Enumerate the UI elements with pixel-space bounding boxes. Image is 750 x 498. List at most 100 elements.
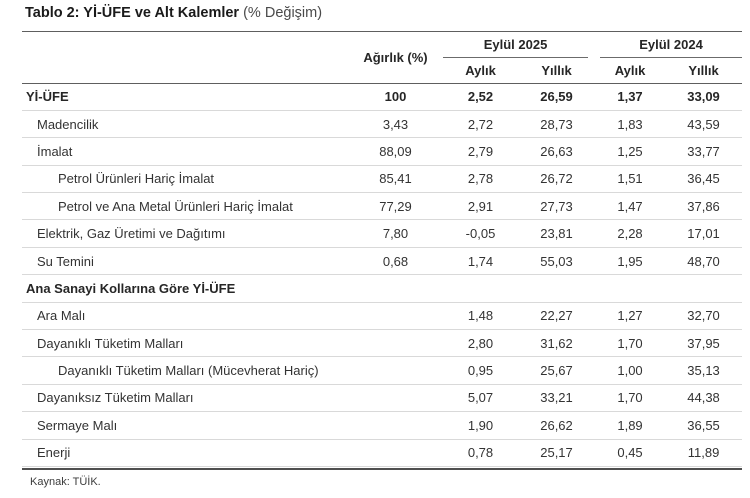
row-label: Dayanıklı Tüketim Malları (Mücevherat Ha… [22, 356, 348, 385]
row-value [443, 274, 518, 303]
header-group-eylul-2024: Eylül 2024 [595, 32, 743, 58]
row-value: 23,81 [518, 219, 596, 248]
row-value: 33,09 [665, 83, 743, 111]
row-label: Yİ-ÜFE [22, 83, 348, 111]
row-value: 1,51 [595, 165, 666, 194]
row-value: 2,79 [443, 137, 518, 166]
row-value [348, 302, 443, 331]
row-value: 55,03 [518, 247, 596, 276]
row-value: 1,90 [443, 411, 518, 440]
row-value [665, 274, 743, 303]
header-weight: Ağırlık (%) [348, 32, 443, 84]
row-value: 2,80 [443, 329, 518, 358]
row-value: 22,27 [518, 302, 596, 331]
table-row: Ana Sanayi Kollarına Göre Yİ-ÜFE [22, 274, 743, 303]
table-row: Su Temini 0,68 1,74 55,03 1,95 48,70 [22, 247, 743, 276]
row-value: 36,55 [665, 411, 743, 440]
row-value: 1,25 [595, 137, 666, 166]
row-value: 36,45 [665, 165, 743, 194]
table-row: Dayanıklı Tüketim Malları (Mücevherat Ha… [22, 356, 743, 385]
row-value: 1,70 [595, 384, 666, 413]
row-value: 0,95 [443, 356, 518, 385]
table-row: Yİ-ÜFE 100 2,52 26,59 1,37 33,09 [22, 83, 743, 111]
table-row: Petrol ve Ana Metal Ürünleri Hariç İmala… [22, 192, 743, 221]
row-value: 11,89 [665, 439, 743, 467]
row-value: 26,59 [518, 83, 596, 111]
row-value: 35,13 [665, 356, 743, 385]
row-value: 26,72 [518, 165, 596, 194]
row-value [348, 411, 443, 440]
row-value: 88,09 [348, 137, 443, 166]
row-value: 27,73 [518, 192, 596, 221]
header-group-eylul-2024-label: Eylül 2024 [600, 33, 743, 58]
table-row: İmalat 88,09 2,79 26,63 1,25 33,77 [22, 137, 743, 166]
row-value: 37,86 [665, 192, 743, 221]
row-value: 25,67 [518, 356, 596, 385]
page-title-bold: Tablo 2: Yİ-ÜFE ve Alt Kalemler [25, 5, 240, 21]
row-value: 7,80 [348, 219, 443, 248]
table-row: Elektrik, Gaz Üretimi ve Dağıtımı 7,80 -0,… [22, 219, 743, 248]
row-value: 0,78 [443, 439, 518, 467]
row-label: Dayanıksız Tüketim Malları [22, 384, 348, 413]
header-group-eylul-2025: Eylül 2025 [443, 32, 595, 58]
row-value: 26,62 [518, 411, 596, 440]
row-value: 1,00 [595, 356, 666, 385]
table-row: Petrol Ürünleri Hariç İmalat 85,41 2,78 26,… [22, 165, 743, 194]
row-value: -0,05 [443, 219, 518, 248]
data-table: Ağırlık (%) Eylül 2025 Eylül 2024 Aylık … [22, 32, 743, 467]
header-yillik-2025: Yıllık [518, 58, 596, 84]
row-value: 1,47 [595, 192, 666, 221]
row-value [348, 356, 443, 385]
row-value: 0,68 [348, 247, 443, 276]
row-value: 5,07 [443, 384, 518, 413]
header-aylik-2024: Aylık [595, 58, 666, 84]
row-value: 33,21 [518, 384, 596, 413]
row-value: 2,72 [443, 110, 518, 139]
row-value [348, 384, 443, 413]
row-value: 2,78 [443, 165, 518, 194]
table-row: Dayanıksız Tüketim Malları 5,07 33,21 1,70 4… [22, 384, 743, 413]
row-value: 1,27 [595, 302, 666, 331]
row-value: 1,74 [443, 247, 518, 276]
table-row: Sermaye Malı 1,90 26,62 1,89 36,55 [22, 411, 743, 440]
page-title: Tablo 2: Yİ-ÜFE ve Alt Kalemler (% Değiş… [25, 5, 322, 21]
row-value: 1,48 [443, 302, 518, 331]
row-value: 48,70 [665, 247, 743, 276]
row-value: 31,62 [518, 329, 596, 358]
table-row: Ara Malı 1,48 22,27 1,27 32,70 [22, 302, 743, 331]
row-value: 1,70 [595, 329, 666, 358]
header-yillik-2024: Yıllık [665, 58, 743, 84]
row-value [348, 274, 443, 303]
row-value [595, 274, 666, 303]
row-label: Su Temini [22, 247, 348, 276]
table-body: Yİ-ÜFE 100 2,52 26,59 1,37 33,09 Madencilik 3,4… [22, 83, 743, 467]
table-row: Dayanıklı Tüketim Malları 2,80 31,62 1,70 37… [22, 329, 743, 358]
row-label: Ana Sanayi Kollarına Göre Yİ-ÜFE [22, 274, 348, 303]
row-value: 33,77 [665, 137, 743, 166]
row-value: 44,38 [665, 384, 743, 413]
table-bottom-rule [22, 467, 742, 470]
row-label: Sermaye Malı [22, 411, 348, 440]
row-value: 37,95 [665, 329, 743, 358]
header-group-row: Ağırlık (%) Eylül 2025 Eylül 2024 [22, 32, 743, 84]
table-row: Madencilik 3,43 2,72 28,73 1,83 43,59 [22, 110, 743, 139]
row-value: 1,83 [595, 110, 666, 139]
row-value: 2,28 [595, 219, 666, 248]
row-value [348, 329, 443, 358]
row-value: 77,29 [348, 192, 443, 221]
row-label: İmalat [22, 137, 348, 166]
page-title-normal: (% Değişim) [239, 5, 323, 21]
row-value: 85,41 [348, 165, 443, 194]
row-value: 1,95 [595, 247, 666, 276]
row-label: Madencilik [22, 110, 348, 139]
table-header: Ağırlık (%) Eylül 2025 Eylül 2024 Aylık … [22, 32, 743, 84]
row-value: 32,70 [665, 302, 743, 331]
row-value: 43,59 [665, 110, 743, 139]
row-value: 26,63 [518, 137, 596, 166]
row-value: 1,89 [595, 411, 666, 440]
row-label: Elektrik, Gaz Üretimi ve Dağıtımı [22, 219, 348, 248]
row-value: 3,43 [348, 110, 443, 139]
data-table-container: Ağırlık (%) Eylül 2025 Eylül 2024 Aylık … [22, 31, 743, 488]
header-sub-row: Aylık Yıllık Aylık Yıllık [22, 58, 743, 84]
